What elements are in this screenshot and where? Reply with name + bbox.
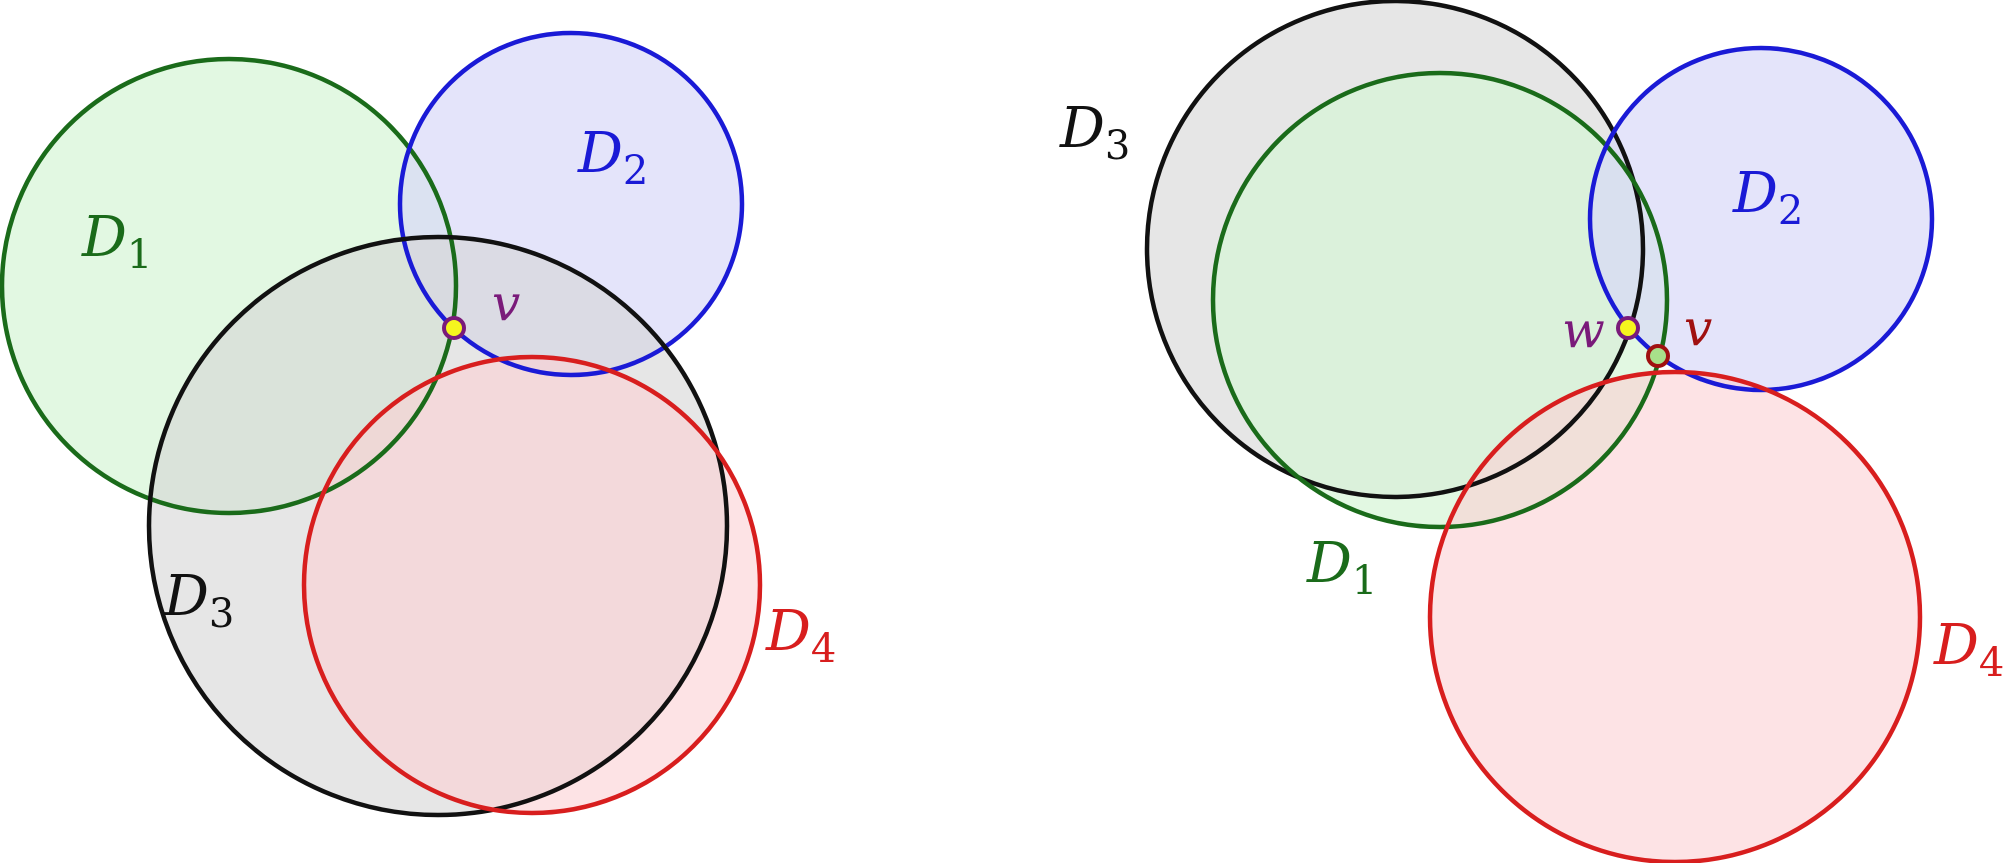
left-label-d2: D2 [577,121,648,194]
right-label-w: w [1562,301,1605,359]
left-label-d4: D4 [765,599,836,672]
right-label-d3: D3 [1059,96,1130,169]
left-label-d3: D3 [163,564,234,637]
left-disk-d2-outline [397,30,745,378]
left-disk-d1-outline [0,56,459,516]
left-disk-d4 [304,357,760,813]
right-disk-d3-outline [1144,0,1646,500]
right-label-v: v [1684,299,1712,357]
right-disk-d4 [1430,372,1920,862]
right-point-w [1616,316,1640,340]
left-label-v: v [492,274,520,332]
right-disk-d2 [1590,48,1932,390]
right-disk-d2-outline [1587,45,1935,393]
left-point-v [442,316,466,340]
right-label-d2: D2 [1732,161,1803,234]
right-panel: D3 D1 D2 D4 w v [1059,0,2004,863]
right-disk-d1-outline [1210,70,1670,530]
right-point-v [1646,344,1670,368]
left-disk-d3-outline [146,234,730,818]
left-disk-d4-outline [301,354,763,816]
left-label-d1: D1 [81,205,152,278]
right-label-d4: D4 [1933,613,2004,686]
left-panel: D1 D2 D3 D4 v [0,30,836,818]
right-label-d1: D1 [1306,531,1377,604]
right-disk-d4-outline [1427,369,1923,863]
